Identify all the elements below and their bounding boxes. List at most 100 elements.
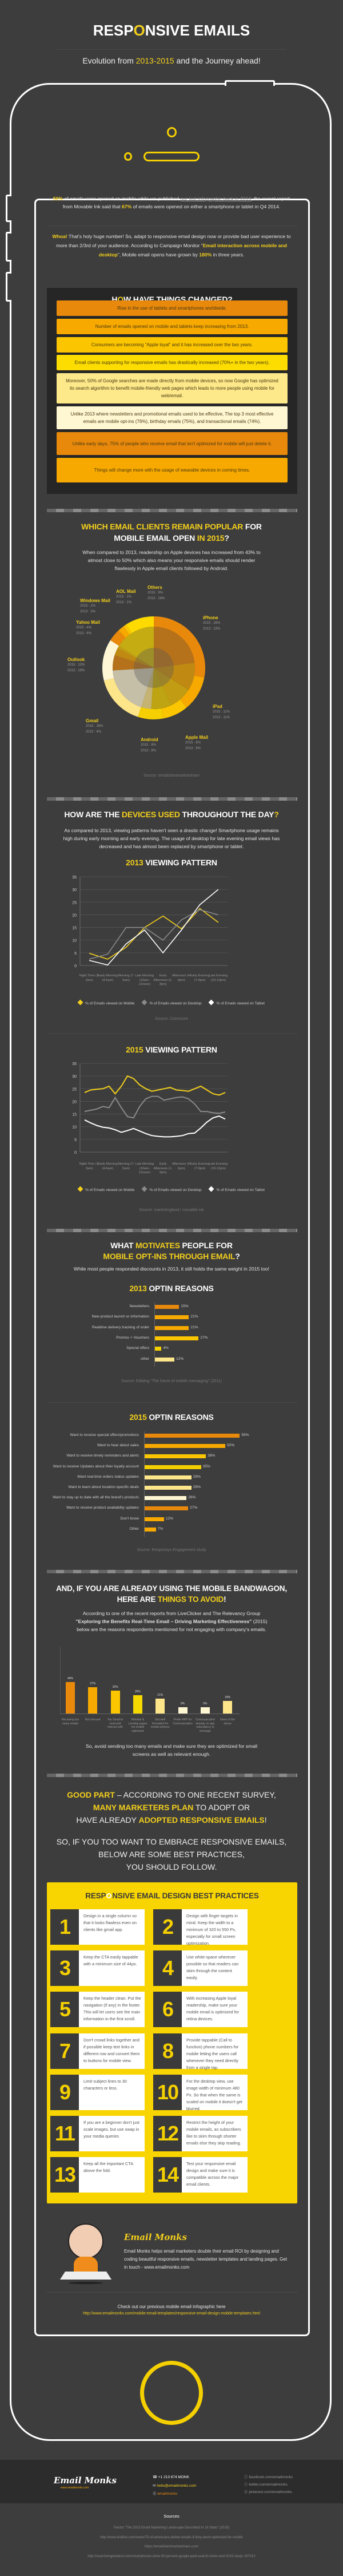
legend-item: % of Emails viewed on Desktop — [141, 999, 201, 1006]
skype-row[interactable]: Ⓢ emailmonks — [153, 2490, 196, 2499]
value-2013: 2013 : 8% — [141, 749, 157, 753]
title-part: ? — [235, 1252, 240, 1261]
previous-infographic-url[interactable]: http://www.emailmonks.com/mobile-email-t… — [83, 2312, 260, 2316]
value-2015: 2015 : 28% — [203, 622, 221, 625]
bar-value-label: 50% — [227, 1443, 235, 1448]
report-name: Email interaction across mobile and desk… — [98, 243, 287, 258]
bar — [200, 1707, 210, 1714]
text: TO ADOPT OR — [193, 1803, 250, 1812]
donut-slice-2013-3 — [151, 668, 172, 709]
title-year: 2015 — [126, 1045, 143, 1054]
source-item[interactable]: http://searchengineland.com/smartphones-… — [87, 2555, 256, 2559]
practice-card: 11 If you are a beginner don't just scale… — [50, 2116, 145, 2151]
practice-number: 13 — [50, 2157, 79, 2193]
bar — [145, 1465, 201, 1469]
client-name: AOL Mail — [116, 589, 136, 594]
legend-label: % of Emails viewed on Mobile — [85, 1002, 135, 1006]
bar — [145, 1434, 240, 1438]
bar — [155, 1336, 199, 1340]
title-part: THINGS TO AVOID — [157, 1595, 224, 1604]
text: below are the reasons respondents mentio… — [77, 1627, 266, 1632]
email-row[interactable]: ✉ hello@emailmonks.com — [153, 2482, 196, 2491]
bar — [155, 1357, 174, 1362]
x-tick-label: Afternoon (4-6pm) — [172, 974, 191, 982]
title-part: ? — [224, 533, 229, 543]
source-item[interactable]: http://www.brafton.com/news/75-of-americ… — [100, 2535, 243, 2539]
title-part: NSIVE EMAILS — [145, 22, 250, 39]
practice-text: Keep the header clean. Put the navigatio… — [83, 1996, 141, 2022]
footer-logo-url[interactable]: www.emailmonks.com — [61, 2486, 89, 2490]
whoa: Whoa! — [52, 234, 67, 239]
bar-category-label: Not relevant — [85, 1718, 101, 1722]
practice-number: 5 — [50, 1992, 79, 2028]
phone-sensor-icon — [124, 152, 132, 161]
practice-number: 9 — [50, 2074, 79, 2110]
footer-social: ⓕ facebook.com/emailmonks ⓣ twitter.com/… — [244, 2474, 293, 2496]
title-part: DEVICES USED — [121, 810, 180, 819]
y-tick-label: 0 — [74, 964, 77, 968]
devices-title: HOW ARE THE DEVICES USED THROUGHOUT THE … — [34, 810, 309, 819]
previous-infographic-link[interactable]: our last infographic back in 2013 — [180, 196, 252, 201]
text: , the recent report from Movable Ink sai… — [62, 196, 290, 209]
title-year: 2015 — [129, 1412, 147, 1422]
title-part: OPTIN REASONS — [146, 1284, 214, 1293]
source-item[interactable]: https://emailclientmarketshare.com/ — [144, 2545, 199, 2549]
y-axis — [60, 1647, 61, 1714]
practice-card: 6 With increasing Apple loyal readership,… — [153, 1992, 248, 2028]
y-tick-label: 5 — [74, 1138, 77, 1142]
series-line-0 — [84, 1075, 226, 1096]
bar-category-label: Prefer APP for Communication — [173, 1718, 193, 1726]
series-line-2 — [84, 1115, 226, 1138]
bar-category-label: Too Small to read and interact with — [107, 1718, 123, 1730]
bar-value-label: 29% — [193, 1474, 201, 1479]
bar-category-label: other — [140, 1356, 149, 1361]
skype-link: emailmonks — [157, 2492, 177, 2496]
x-tick-label: Early Afternoon (1-3pm) — [153, 1162, 173, 1174]
practice-number: 11 — [50, 2116, 79, 2151]
bar-category-label: Receiving too many emails — [61, 1718, 79, 1726]
y-tick-label: 35 — [72, 876, 77, 880]
footer-band — [0, 2460, 343, 2503]
text: of emails were opened on either a smartp… — [131, 204, 281, 209]
report-title: "Exploring the Benefits Real-Time Email … — [75, 1619, 252, 1624]
change-item: Things will change more with the usage o… — [57, 458, 288, 482]
title-o-highlight: O — [133, 22, 145, 39]
y-tick-label: 0 — [74, 1151, 77, 1155]
pinterest-row[interactable]: ⓟ pinterest.com/emailmonks — [244, 2488, 293, 2496]
practice-text: Design in a single column so that it loo… — [83, 1913, 137, 1932]
y-tick-label: 15 — [72, 927, 77, 931]
section-divider — [47, 1570, 297, 1573]
sources-list: Pardot "The 2015 Email Marketing Landsca… — [0, 2523, 343, 2562]
text: BELOW ARE SOME BEST PRACTICES, — [98, 1850, 245, 1859]
donut-label: Apple Mail 2015 : 8% 2013 : 9% — [185, 735, 208, 751]
value-2013: 2013 : 16% — [147, 597, 165, 600]
value-2015: 2015 : 2% — [80, 604, 96, 608]
practice-text: Use white-space wherever possible so tha… — [186, 1954, 239, 1981]
donut-slice-2013-5 — [113, 668, 154, 707]
bar — [88, 1687, 98, 1714]
title-part: THROUGHOUT THE DAY — [180, 810, 274, 819]
practice-card: 1 Design in a single column so that it lo… — [50, 1909, 145, 1945]
phone-row[interactable]: ☎ +1 213 674 MONK — [153, 2474, 196, 2482]
bar — [155, 1347, 162, 1351]
bar-value-label: 27% — [200, 1335, 208, 1340]
client-name: iPad — [213, 704, 222, 709]
chart-2013-title: 2013 VIEWING PATTERN — [0, 858, 343, 867]
bar-value-label: 21% — [190, 1315, 198, 1319]
value-2013: 2013 : 1% — [116, 601, 132, 604]
bar — [223, 1700, 233, 1714]
value-2013: 2013 : 4% — [86, 730, 102, 734]
practice-text: Limit subject lines to 30 characters or … — [83, 2078, 127, 2091]
twitter-row[interactable]: ⓣ twitter.com/emailmonks — [244, 2481, 293, 2488]
avoid-text: According to one of the recent reports f… — [51, 1609, 292, 1633]
bar-category-label: Want to receive timely reminders and ale… — [66, 1454, 139, 1458]
value-2015: 2015 : 11% — [213, 710, 230, 714]
bar-value-label: 9% — [203, 1701, 208, 1706]
divider-line — [47, 1033, 297, 1034]
facebook-row[interactable]: ⓕ facebook.com/emailmonks — [244, 2474, 293, 2481]
x-tick-label: Late Morning (10am-12noon) — [135, 1162, 154, 1174]
diamond-icon — [141, 1186, 147, 1192]
x-tick-label: Early Morning (4-6am) — [98, 1162, 118, 1170]
phone-speaker-icon — [143, 152, 200, 161]
donut-slice-2015-7 — [118, 626, 130, 638]
